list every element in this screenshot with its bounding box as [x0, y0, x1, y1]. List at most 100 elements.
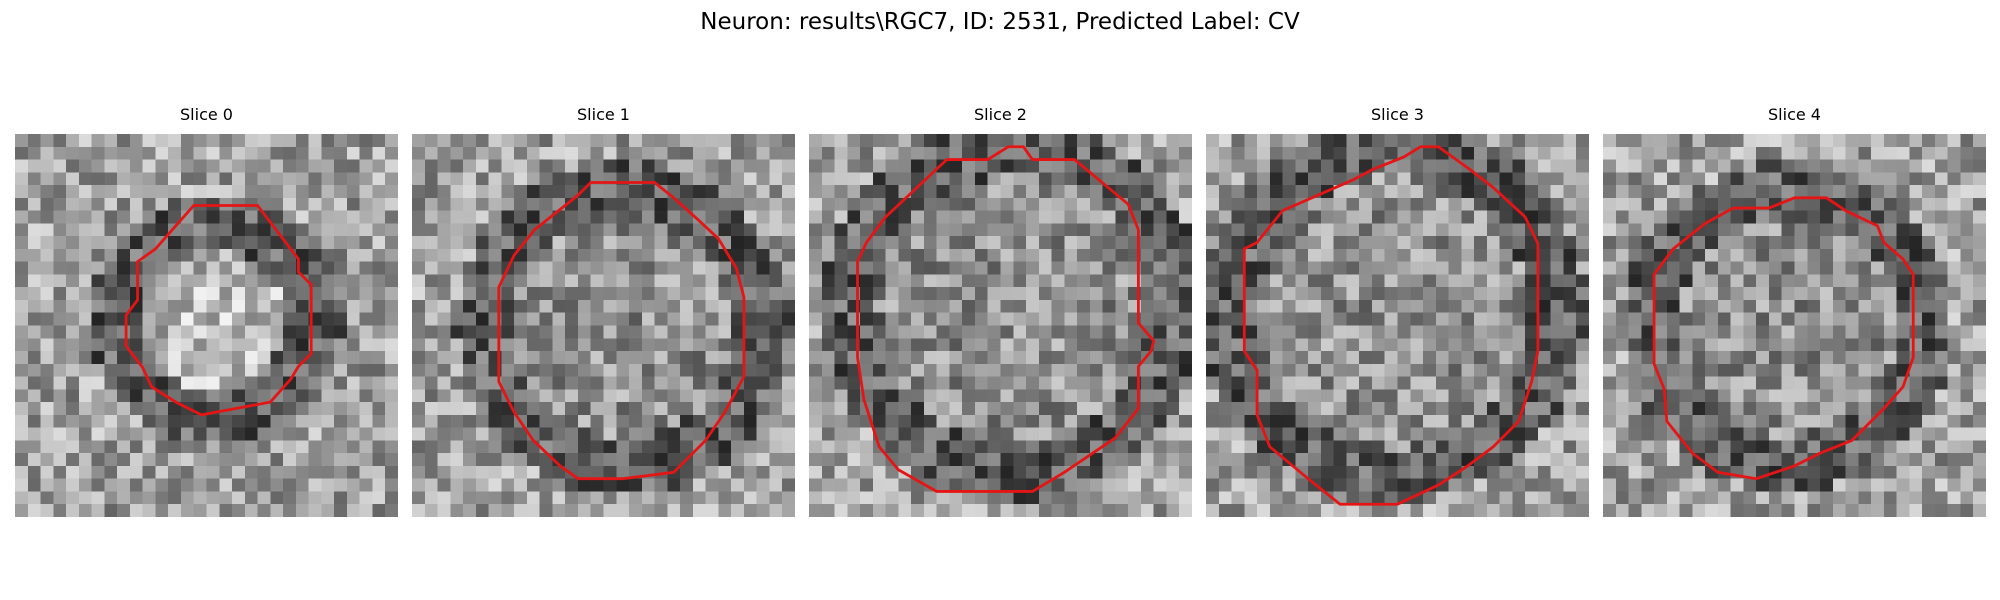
image-pixel: [1666, 402, 1680, 416]
image-pixel: [488, 453, 502, 467]
image-pixel: [475, 325, 489, 339]
image-pixel: [565, 440, 579, 454]
image-pixel: [437, 414, 451, 428]
image-pixel: [372, 363, 386, 377]
image-pixel: [1525, 402, 1539, 416]
image-pixel: [526, 478, 540, 492]
image-pixel: [718, 261, 732, 275]
image-pixel: [117, 172, 131, 186]
image-pixel: [1474, 402, 1488, 416]
image-pixel: [1089, 223, 1103, 237]
image-pixel: [1550, 223, 1564, 237]
image-pixel: [1115, 440, 1129, 454]
image-pixel: [936, 363, 950, 377]
image-pixel: [1423, 338, 1437, 352]
image-pixel: [180, 491, 194, 505]
image-pixel: [1947, 351, 1961, 365]
image-pixel: [526, 197, 540, 211]
image-pixel: [1206, 223, 1220, 237]
image-pixel: [346, 261, 360, 275]
image-pixel: [1615, 427, 1629, 441]
image-pixel: [552, 389, 566, 403]
image-pixel: [219, 325, 233, 339]
image-pixel: [463, 223, 477, 237]
image-pixel: [514, 427, 528, 441]
image-pixel: [809, 325, 823, 339]
image-pixel: [1563, 236, 1577, 250]
image-pixel: [1832, 376, 1846, 390]
image-pixel: [424, 453, 438, 467]
image-pixel: [641, 146, 655, 160]
image-pixel: [437, 197, 451, 211]
image-pixel: [680, 376, 694, 390]
image-pixel: [308, 504, 322, 517]
image-pixel: [475, 210, 489, 224]
image-pixel: [949, 210, 963, 224]
image-pixel: [1717, 197, 1731, 211]
image-pixel: [346, 210, 360, 224]
image-pixel: [923, 261, 937, 275]
image-pixel: [769, 159, 783, 173]
image-pixel: [142, 389, 156, 403]
image-pixel: [1218, 159, 1232, 173]
image-pixel: [475, 402, 489, 416]
image-pixel: [667, 363, 681, 377]
image-pixel: [590, 465, 604, 479]
image-pixel: [1794, 402, 1808, 416]
image-pixel: [1960, 402, 1974, 416]
image-pixel: [514, 287, 528, 301]
image-pixel: [1871, 325, 1885, 339]
image-pixel: [1089, 376, 1103, 390]
image-pixel: [1654, 338, 1668, 352]
image-pixel: [860, 351, 874, 365]
image-pixel: [949, 376, 963, 390]
image-pixel: [27, 338, 41, 352]
image-pixel: [756, 465, 770, 479]
image-pixel: [1679, 363, 1693, 377]
image-pixel: [1153, 223, 1167, 237]
image-pixel: [1308, 172, 1322, 186]
image-pixel: [1512, 491, 1526, 505]
image-pixel: [372, 351, 386, 365]
image-pixel: [603, 376, 617, 390]
image-pixel: [1397, 197, 1411, 211]
image-pixel: [1679, 414, 1693, 428]
image-pixel: [1448, 261, 1462, 275]
image-pixel: [1768, 491, 1782, 505]
image-pixel: [1320, 236, 1334, 250]
image-pixel: [1603, 185, 1617, 199]
image-pixel: [1077, 402, 1091, 416]
image-pixel: [654, 210, 668, 224]
image-pixel: [1448, 312, 1462, 326]
image-pixel: [1333, 197, 1347, 211]
image-pixel: [654, 146, 668, 160]
image-pixel: [78, 299, 92, 313]
image-pixel: [577, 172, 591, 186]
image-pixel: [1128, 351, 1142, 365]
image-pixel: [1743, 389, 1757, 403]
image-pixel: [1346, 504, 1360, 517]
image-pixel: [847, 210, 861, 224]
image-pixel: [321, 159, 335, 173]
image-pixel: [15, 427, 29, 441]
image-pixel: [1346, 197, 1360, 211]
image-pixel: [1308, 210, 1322, 224]
image-pixel: [1474, 465, 1488, 479]
image-pixel: [270, 504, 284, 517]
image-pixel: [1038, 389, 1052, 403]
image-pixel: [1026, 185, 1040, 199]
image-pixel: [1166, 146, 1180, 160]
image-pixel: [860, 376, 874, 390]
image-pixel: [1973, 363, 1986, 377]
image-pixel: [603, 325, 617, 339]
image-pixel: [962, 491, 976, 505]
image-pixel: [809, 146, 823, 160]
image-pixel: [936, 172, 950, 186]
image-pixel: [1807, 351, 1821, 365]
image-pixel: [142, 414, 156, 428]
image-pixel: [1102, 363, 1116, 377]
image-pixel: [1013, 491, 1027, 505]
image-pixel: [1359, 236, 1373, 250]
image-pixel: [219, 338, 233, 352]
image-pixel: [1206, 325, 1220, 339]
